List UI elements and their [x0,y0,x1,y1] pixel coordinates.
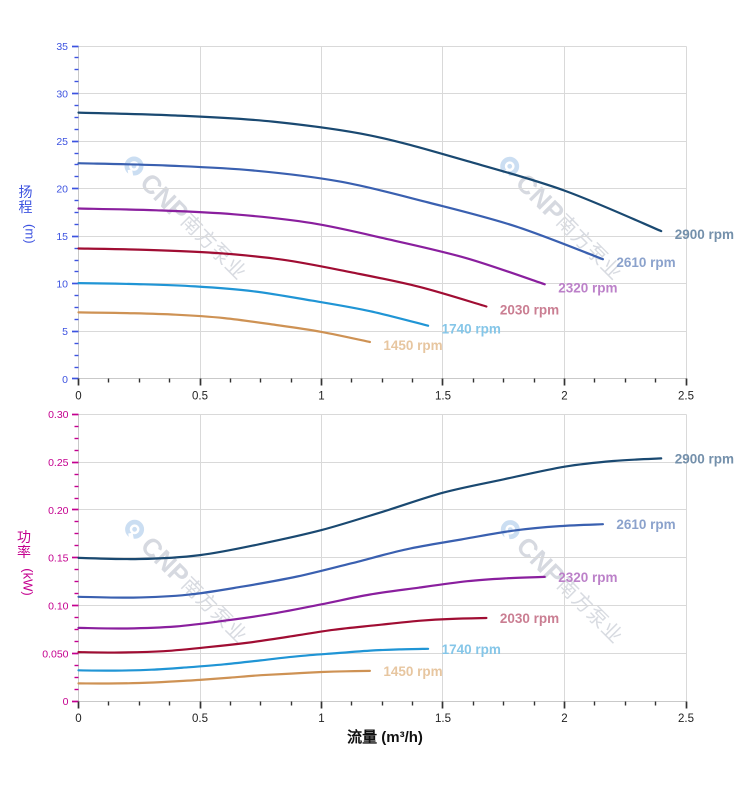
svg-text:1.5: 1.5 [435,713,451,725]
svg-text:扬: 扬 [19,184,33,200]
svg-text:0.5: 0.5 [192,713,208,725]
svg-text:35: 35 [56,41,68,53]
svg-text:0.15: 0.15 [48,553,69,565]
svg-text:5: 5 [62,326,68,338]
svg-text:2030 rpm: 2030 rpm [500,611,559,626]
svg-text:功: 功 [17,529,31,545]
svg-text:25: 25 [56,136,68,148]
svg-text:1: 1 [318,391,324,403]
svg-text:0.10: 0.10 [48,600,69,612]
svg-text:1450 rpm: 1450 rpm [383,664,442,679]
svg-text:0: 0 [63,696,69,708]
svg-text:2.5: 2.5 [678,713,694,725]
svg-text:2320 rpm: 2320 rpm [558,280,617,295]
svg-text:2900 rpm: 2900 rpm [675,451,734,466]
svg-text:程: 程 [19,199,33,215]
svg-text:2.5: 2.5 [678,391,694,403]
svg-text:15: 15 [56,231,68,243]
svg-text:1450 rpm: 1450 rpm [383,338,442,353]
svg-text:2: 2 [561,713,567,725]
svg-text:0.20: 0.20 [48,505,69,517]
svg-text:1.5: 1.5 [435,391,451,403]
svg-text:(m): (m) [23,224,38,244]
svg-text:2610 rpm: 2610 rpm [616,255,675,270]
svg-text:0.050: 0.050 [42,648,68,660]
svg-text:0.30: 0.30 [48,409,69,421]
svg-text:2320 rpm: 2320 rpm [558,570,617,585]
svg-text:2: 2 [561,391,567,403]
svg-text:2030 rpm: 2030 rpm [500,303,559,318]
svg-text:2610 rpm: 2610 rpm [616,517,675,532]
svg-text:30: 30 [56,88,68,100]
svg-text:0: 0 [75,713,81,725]
svg-text:20: 20 [56,184,68,196]
svg-text:率: 率 [17,544,31,560]
svg-text:0.25: 0.25 [48,457,69,469]
svg-text:流量 (m³/h): 流量 (m³/h) [347,728,423,746]
svg-text:1: 1 [318,713,324,725]
svg-text:1740 rpm: 1740 rpm [442,322,501,337]
svg-text:0: 0 [75,391,81,403]
svg-text:(kW): (kW) [21,568,36,595]
svg-text:10: 10 [56,279,68,291]
svg-text:0.5: 0.5 [192,391,208,403]
svg-text:1740 rpm: 1740 rpm [442,642,501,657]
svg-text:2900 rpm: 2900 rpm [675,227,734,242]
svg-text:0: 0 [62,374,68,386]
